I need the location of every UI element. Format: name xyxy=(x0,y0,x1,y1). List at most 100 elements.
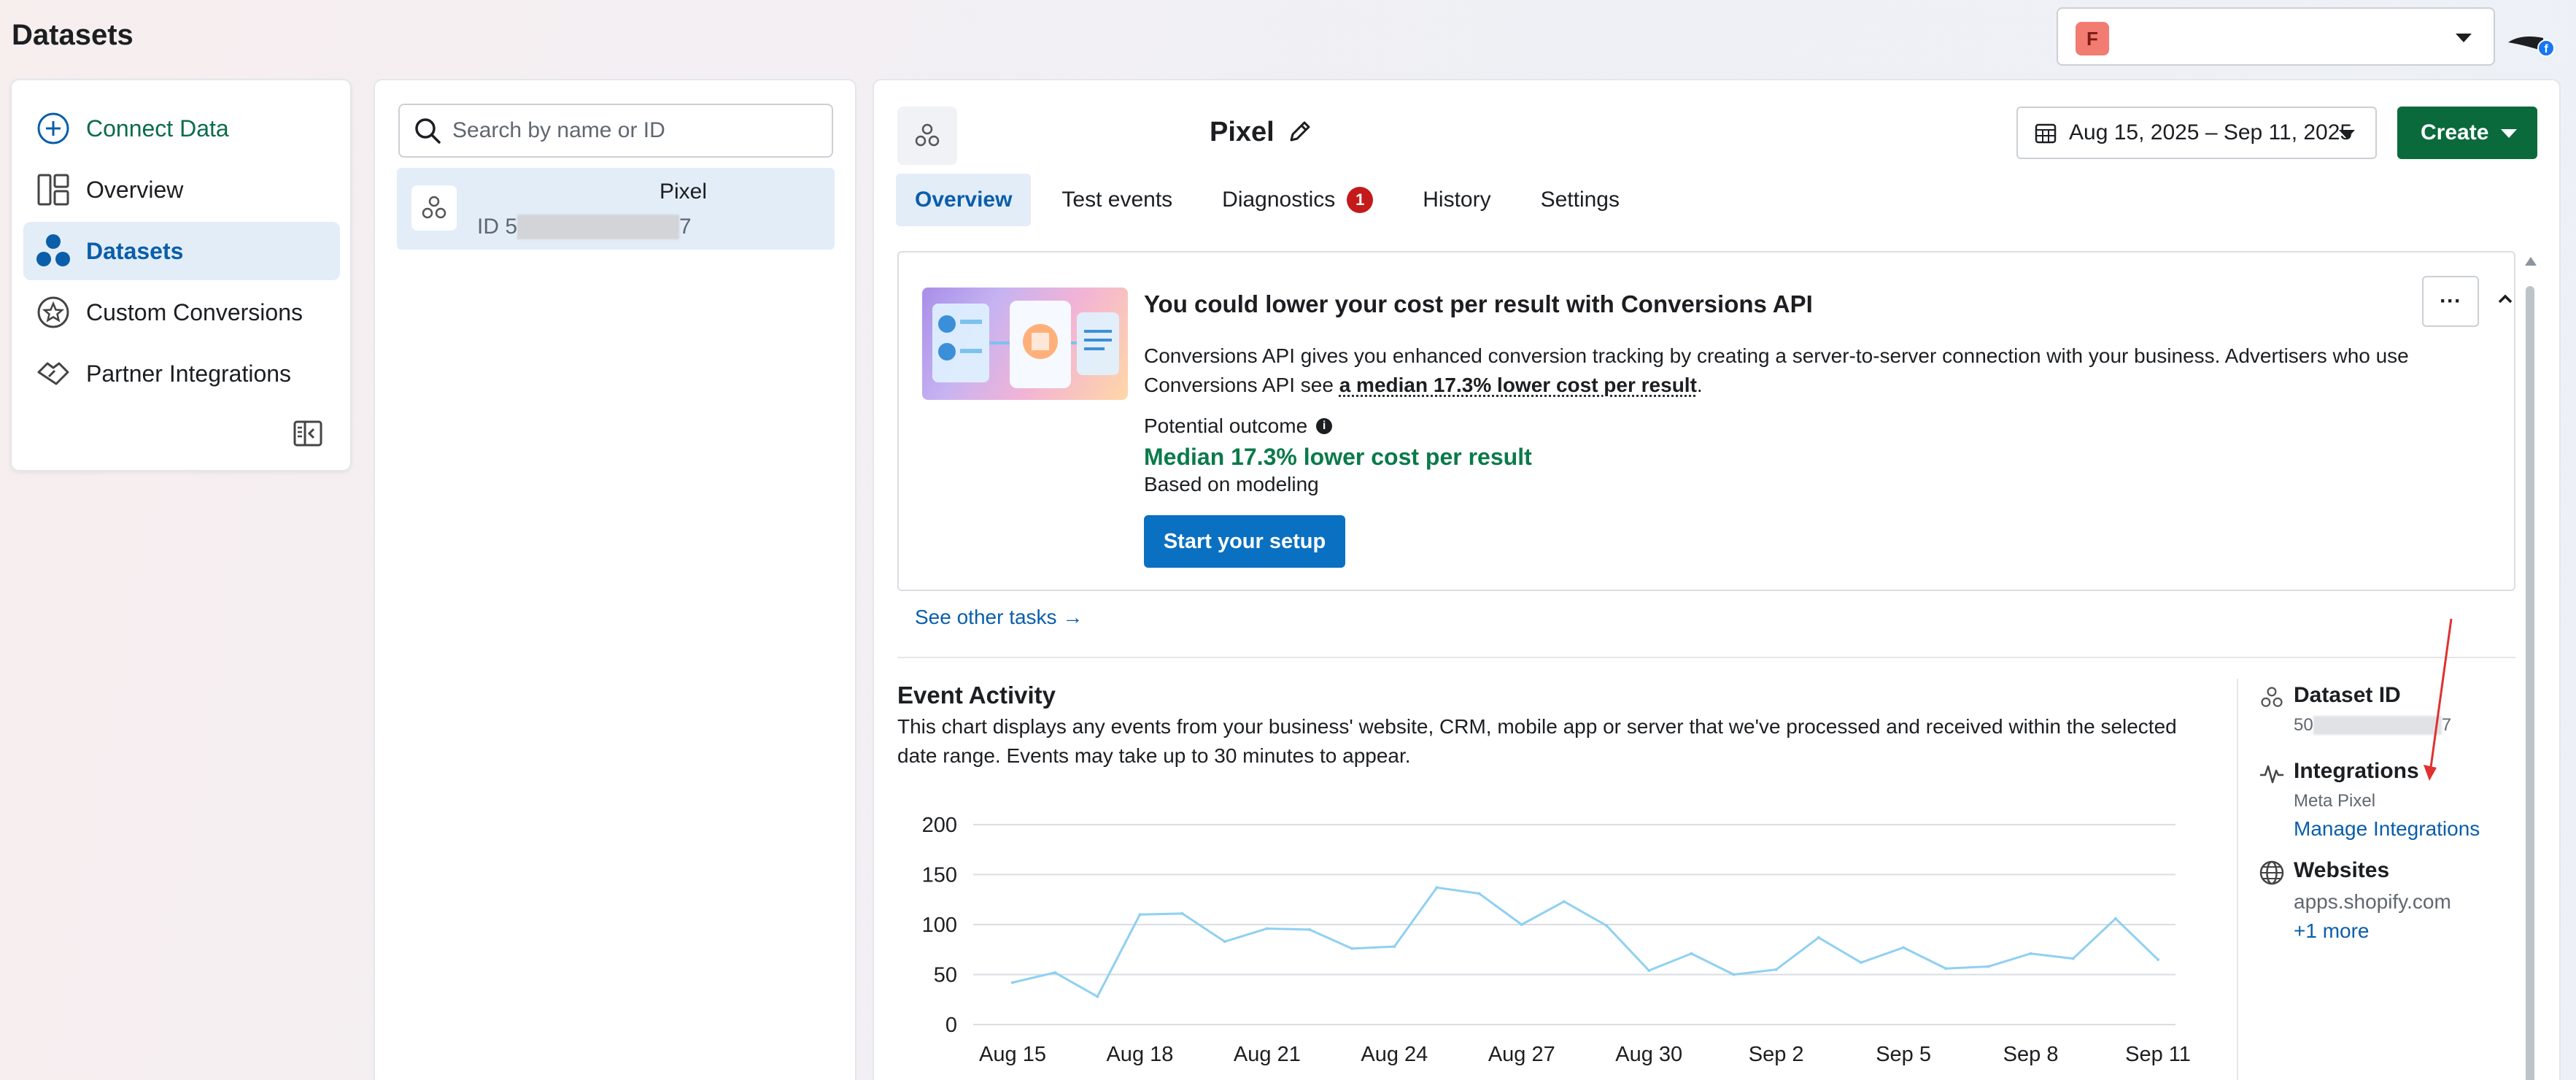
y-tick-label: 0 xyxy=(945,1014,957,1037)
data-point[interactable] xyxy=(1562,900,1566,903)
nav-custom-conversions[interactable]: Custom Conversions xyxy=(23,283,340,342)
data-point[interactable] xyxy=(1435,886,1439,890)
integrations-section: Integrations Meta Pixel Manage Integrati… xyxy=(2259,759,2521,846)
data-point[interactable] xyxy=(1987,965,1990,968)
data-point[interactable] xyxy=(1944,967,1948,971)
search-field[interactable] xyxy=(398,104,833,158)
date-range-value: Aug 15, 2025 – Sep 11, 2025 xyxy=(2069,120,2353,144)
tab-test-events[interactable]: Test events xyxy=(1043,174,1191,226)
tab-label: Diagnostics xyxy=(1222,188,1336,212)
tab-diagnostics[interactable]: Diagnostics 1 xyxy=(1203,174,1392,226)
start-setup-button[interactable]: Start your setup xyxy=(1144,515,1345,568)
nav-connect-data[interactable]: Connect Data xyxy=(23,99,340,158)
integrations-title: Integrations xyxy=(2294,759,2419,783)
promo-stat-link[interactable]: a median 17.3% lower cost per result xyxy=(1339,374,1697,396)
account-selector[interactable]: F xyxy=(2057,7,2495,66)
data-point[interactable] xyxy=(1477,892,1481,895)
dataset-id-suffix: 7 xyxy=(2441,715,2452,735)
conversions-api-card: You could lower your cost per result wit… xyxy=(897,251,2515,591)
account-badge: F xyxy=(2076,22,2109,55)
tab-label: History xyxy=(1423,188,1491,212)
promo-illustration xyxy=(922,288,1128,400)
data-point[interactable] xyxy=(1393,945,1396,949)
data-point[interactable] xyxy=(1859,961,1863,965)
data-point[interactable] xyxy=(1350,946,1354,950)
chevron-down-icon xyxy=(2501,129,2517,138)
data-point[interactable] xyxy=(1011,981,1014,984)
data-point[interactable] xyxy=(1053,971,1057,974)
x-tick-label: Sep 8 xyxy=(2003,1043,2059,1066)
data-point[interactable] xyxy=(2029,952,2032,955)
x-tick-label: Aug 21 xyxy=(1234,1043,1301,1066)
data-point[interactable] xyxy=(1690,952,1693,955)
promo-title: You could lower your cost per result wit… xyxy=(1144,290,1813,317)
pencil-icon[interactable] xyxy=(1287,118,1313,144)
websites-title: Websites xyxy=(2294,858,2390,882)
x-tick-label: Aug 24 xyxy=(1361,1043,1428,1066)
more-options-button[interactable]: ··· xyxy=(2422,276,2479,327)
manage-integrations-link[interactable]: Manage Integrations xyxy=(2294,817,2480,840)
tab-bar: Overview Test events Diagnostics 1 Histor… xyxy=(896,174,1650,226)
x-tick-label: Sep 11 xyxy=(2125,1043,2191,1066)
handshake-icon xyxy=(34,354,73,393)
create-button[interactable]: Create xyxy=(2397,107,2537,159)
data-point[interactable] xyxy=(2113,917,2117,920)
nav-partner-integrations[interactable]: Partner Integrations xyxy=(23,344,340,403)
nav-label: Connect Data xyxy=(86,115,229,142)
scrollbar[interactable] xyxy=(2523,251,2537,1080)
data-point[interactable] xyxy=(1520,923,1523,926)
data-point[interactable] xyxy=(1902,946,1906,949)
promo-text-end: . xyxy=(1696,374,1703,396)
x-tick-label: Sep 5 xyxy=(1876,1043,1931,1066)
data-point[interactable] xyxy=(2071,957,2075,960)
see-other-tasks-link[interactable]: See other tasks → xyxy=(915,606,1083,628)
tab-overview[interactable]: Overview xyxy=(896,174,1032,226)
nav-datasets[interactable]: Datasets xyxy=(23,222,340,280)
event-activity-title: Event Activity xyxy=(897,682,1056,709)
dataset-detail-panel: Pixel Aug 15, 2025 – Sep 11, 2025 Create… xyxy=(873,79,2561,1080)
data-point[interactable] xyxy=(1096,995,1099,998)
svg-text:f: f xyxy=(2544,43,2548,55)
tab-history[interactable]: History xyxy=(1404,174,1509,226)
info-icon[interactable]: i xyxy=(1316,418,1333,434)
data-point[interactable] xyxy=(1223,940,1226,944)
data-point[interactable] xyxy=(1180,911,1184,915)
tab-label: Test events xyxy=(1061,188,1173,212)
dataset-list-item[interactable]: Pixel ID 5 7 xyxy=(397,168,835,250)
data-point[interactable] xyxy=(1265,927,1269,930)
promo-description: Conversions API gives you enhanced conve… xyxy=(1144,342,2457,400)
calendar-icon xyxy=(2035,123,2057,144)
create-label: Create xyxy=(2421,120,2489,144)
tab-settings[interactable]: Settings xyxy=(1522,174,1639,226)
data-point[interactable] xyxy=(1138,913,1142,917)
page-title: Datasets xyxy=(12,19,134,51)
dataset-icon xyxy=(411,185,457,231)
column-divider xyxy=(2237,679,2238,1080)
data-point[interactable] xyxy=(1647,969,1651,973)
collapse-sidebar-icon[interactable] xyxy=(292,417,324,450)
chevron-down-icon xyxy=(2456,34,2472,42)
globe-icon xyxy=(2259,860,2284,885)
left-navigation: Connect Data Overview Datasets Custom Co… xyxy=(10,79,352,471)
search-input[interactable] xyxy=(452,118,817,143)
data-point[interactable] xyxy=(1605,924,1609,927)
tab-label: Overview xyxy=(915,188,1013,212)
series-line xyxy=(1012,886,2159,998)
data-point[interactable] xyxy=(1308,927,1312,931)
websites-section: Websites apps.shopify.com +1 more xyxy=(2259,858,2521,946)
scrollbar-thumb[interactable] xyxy=(2526,286,2534,1080)
y-tick-label: 150 xyxy=(922,864,957,887)
date-range-picker[interactable]: Aug 15, 2025 – Sep 11, 2025 xyxy=(2016,107,2377,159)
outcome-label-text: Potential outcome xyxy=(1144,414,1308,437)
data-point[interactable] xyxy=(1774,968,1778,971)
chevron-up-icon[interactable] xyxy=(2494,288,2517,311)
data-point[interactable] xyxy=(2157,957,2159,961)
scroll-up-arrow-icon[interactable] xyxy=(2525,257,2537,266)
data-point[interactable] xyxy=(1817,936,1820,939)
profile-avatar-icon[interactable]: f xyxy=(2507,32,2558,57)
nav-overview[interactable]: Overview xyxy=(23,161,340,219)
data-point[interactable] xyxy=(1732,973,1736,976)
dataset-id: ID 5 7 xyxy=(477,215,692,239)
more-websites-link[interactable]: +1 more xyxy=(2294,919,2370,942)
dataset-id-suffix: 7 xyxy=(679,215,692,239)
